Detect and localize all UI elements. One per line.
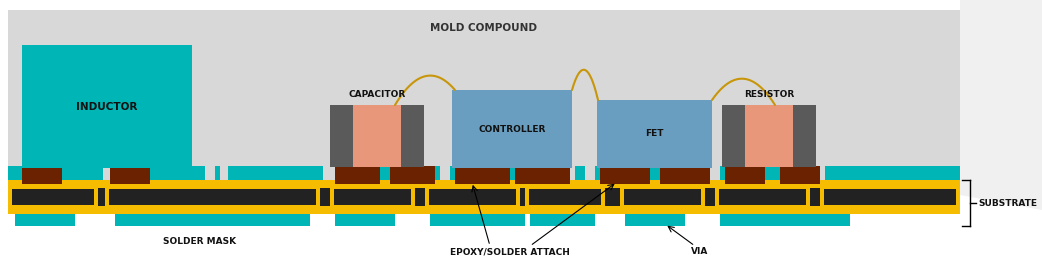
Bar: [22, 45, 192, 168]
Bar: [334, 166, 345, 180]
Bar: [455, 166, 510, 184]
Bar: [720, 166, 815, 180]
Bar: [450, 166, 460, 180]
Text: MOLD COMPOUND: MOLD COMPOUND: [430, 23, 538, 33]
Bar: [110, 166, 150, 184]
Bar: [8, 206, 960, 214]
Text: CONTROLLER: CONTROLLER: [478, 124, 546, 133]
Bar: [22, 166, 63, 184]
Text: VIA: VIA: [691, 247, 709, 257]
Bar: [620, 188, 705, 206]
Bar: [825, 166, 960, 180]
Bar: [334, 189, 411, 205]
Bar: [595, 166, 680, 180]
Bar: [330, 188, 415, 206]
Bar: [530, 214, 595, 226]
Text: FET: FET: [645, 129, 664, 139]
Bar: [597, 100, 712, 168]
Bar: [390, 166, 435, 184]
Bar: [334, 214, 395, 226]
Bar: [820, 188, 960, 206]
Bar: [105, 188, 320, 206]
Bar: [660, 166, 710, 184]
Text: RESISTOR: RESISTOR: [744, 90, 794, 99]
Text: SOLDER MASK: SOLDER MASK: [164, 238, 237, 246]
Bar: [715, 188, 810, 206]
Bar: [353, 105, 401, 167]
Polygon shape: [960, 195, 1042, 261]
Bar: [429, 189, 516, 205]
Bar: [355, 166, 440, 180]
Bar: [720, 214, 850, 226]
Bar: [8, 180, 960, 188]
Bar: [334, 166, 380, 184]
Bar: [695, 166, 705, 180]
Bar: [109, 189, 316, 205]
Text: INDUCTOR: INDUCTOR: [76, 102, 138, 111]
Bar: [8, 166, 103, 180]
Text: CAPACITOR: CAPACITOR: [348, 90, 405, 99]
Bar: [452, 90, 572, 168]
Bar: [425, 188, 520, 206]
Bar: [15, 214, 75, 226]
Bar: [8, 188, 960, 206]
Bar: [8, 10, 960, 195]
Bar: [725, 166, 765, 184]
Bar: [529, 189, 601, 205]
Bar: [8, 188, 98, 206]
Bar: [430, 214, 525, 226]
Bar: [624, 189, 701, 205]
Bar: [475, 166, 560, 180]
Text: EPOXY/SOLDER ATTACH: EPOXY/SOLDER ATTACH: [450, 247, 570, 257]
Bar: [228, 166, 323, 180]
Polygon shape: [960, 0, 1042, 261]
Bar: [110, 166, 205, 180]
Bar: [722, 105, 745, 167]
Bar: [719, 189, 807, 205]
Bar: [575, 166, 585, 180]
Bar: [13, 189, 94, 205]
Bar: [115, 214, 311, 226]
Bar: [515, 166, 570, 184]
Bar: [401, 105, 424, 167]
Bar: [215, 166, 220, 180]
Bar: [793, 105, 816, 167]
Bar: [525, 188, 605, 206]
Bar: [824, 189, 956, 205]
Bar: [625, 214, 685, 226]
Bar: [780, 166, 820, 184]
Bar: [330, 105, 353, 167]
Bar: [745, 105, 793, 167]
Text: SUBSTRATE: SUBSTRATE: [978, 199, 1037, 207]
Bar: [600, 166, 650, 184]
